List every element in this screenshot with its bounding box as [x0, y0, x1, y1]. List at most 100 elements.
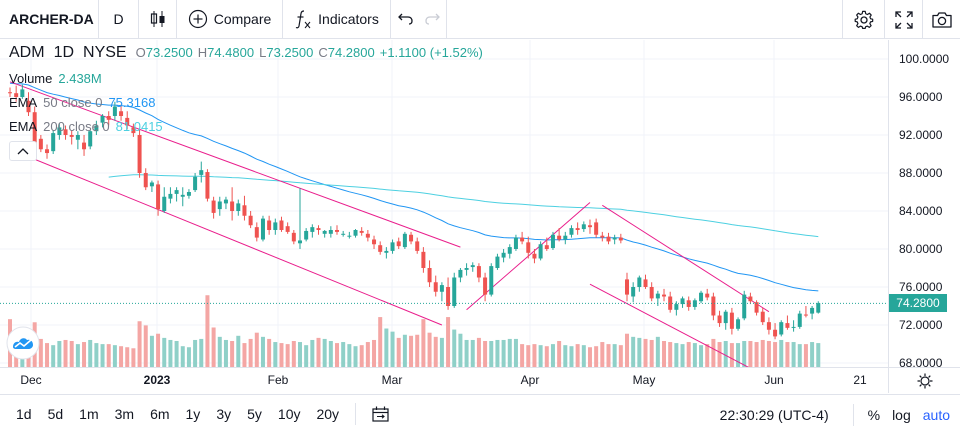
price-tick-label: 96.0000 [899, 90, 943, 104]
price-axis[interactable]: 100.0000 96.0000 92.0000 88.0000 84.0000 80.0… [888, 40, 960, 370]
range-6m[interactable]: 6m [150, 406, 170, 422]
volume-bar [680, 344, 685, 367]
range-3m[interactable]: 3m [114, 406, 135, 422]
volume-bar [119, 346, 124, 367]
legend-volume-row[interactable]: Volume 2.438M [9, 66, 483, 90]
time-tick-label: 21 [853, 373, 867, 387]
candle [242, 195, 247, 221]
symbol-label: ARCHER-DA [9, 11, 94, 27]
volume-bar [433, 336, 438, 367]
range-1d[interactable]: 1d [16, 406, 32, 422]
candle-body [581, 224, 586, 230]
candle [631, 282, 636, 303]
volume-bar [649, 339, 654, 367]
volume-bar [476, 337, 481, 367]
volume-bar [88, 339, 93, 367]
interval-button[interactable]: D [99, 0, 139, 39]
range-5y[interactable]: 5y [247, 406, 262, 422]
candle-body [396, 241, 401, 247]
volume-bar [692, 343, 697, 367]
candle [674, 301, 679, 316]
range-1y[interactable]: 1y [185, 406, 201, 422]
fullscreen-button[interactable] [884, 0, 922, 39]
snapshot-button[interactable] [922, 0, 960, 39]
volume-bar [285, 344, 290, 367]
range-1m[interactable]: 1m [79, 406, 99, 422]
candle-body [242, 205, 247, 216]
candle [699, 290, 704, 304]
candle [137, 129, 142, 178]
range-20y[interactable]: 20y [316, 406, 340, 422]
time-tick-label: 2023 [143, 373, 171, 387]
price-chart[interactable] [0, 40, 888, 367]
volume-bars [8, 295, 821, 367]
undo-icon[interactable] [397, 12, 414, 26]
volume-bar [242, 343, 247, 367]
candle-body [304, 230, 309, 240]
redo-icon[interactable] [424, 12, 440, 26]
candle [106, 111, 111, 126]
indicators-label: Indicators [318, 11, 379, 27]
candle-body [131, 127, 136, 134]
candle-body [279, 220, 284, 230]
volume-bar [180, 346, 185, 367]
candle [297, 188, 302, 249]
candle-body [754, 302, 759, 313]
timezone-clock[interactable]: 22:30:29 (UTC-4) [719, 406, 829, 423]
volume-bar [563, 345, 568, 367]
undo-redo-group [391, 0, 447, 39]
camera-icon [931, 11, 952, 28]
volume-bar [544, 346, 549, 367]
legend-ema200-row[interactable]: EMA 200 close 0 81.0415 [9, 114, 483, 138]
volume-bar [501, 339, 506, 367]
trend-channel-lines[interactable] [9, 81, 770, 367]
volume-bar [587, 347, 592, 367]
candle-body [538, 244, 543, 259]
volume-bar [143, 325, 148, 367]
candle [230, 187, 235, 221]
chart-type-button[interactable] [139, 0, 177, 39]
time-axis[interactable]: Dec 2023 Feb Mar Apr May Jun 21 [0, 367, 888, 393]
symbol-search[interactable]: ARCHER-DA [0, 0, 99, 39]
range-5d[interactable]: 5d [47, 406, 64, 422]
candle [600, 231, 605, 242]
legend-ema50-row[interactable]: EMA 50 close 0 75.3168 [9, 90, 483, 114]
sun-settings-icon [917, 373, 932, 388]
volume-bar [149, 335, 154, 367]
log-toggle[interactable]: log [892, 406, 911, 423]
candle [14, 85, 19, 102]
range-10y[interactable]: 10y [277, 406, 301, 422]
percent-toggle[interactable]: % [867, 406, 881, 423]
auto-toggle[interactable]: auto [922, 406, 950, 423]
candle-body [125, 117, 130, 126]
candle-body [347, 235, 352, 237]
candle [736, 317, 741, 331]
volume-bar [470, 339, 475, 367]
candle-body [686, 300, 691, 307]
axis-settings-button[interactable] [888, 367, 960, 393]
candle [742, 290, 747, 321]
candle-body [193, 176, 198, 191]
candle [353, 229, 358, 238]
candle [544, 237, 549, 251]
date-range-button[interactable] [364, 395, 398, 433]
candle-body [51, 133, 56, 152]
indicators-button[interactable]: Indicators [283, 0, 391, 39]
price-tick-label: 76.0000 [899, 280, 943, 294]
compare-button[interactable]: Compare [177, 0, 283, 39]
settings-button[interactable] [842, 0, 884, 39]
candle [797, 310, 802, 329]
candle-body [631, 287, 636, 297]
candle-body [797, 313, 802, 327]
candle [186, 189, 191, 199]
range-3y[interactable]: 3y [216, 406, 232, 422]
candle-body [439, 285, 444, 292]
legend-symbol[interactable]: ADM [9, 44, 45, 61]
tradingview-logo-icon[interactable] [6, 326, 40, 360]
candle [723, 309, 728, 330]
candle [489, 263, 494, 297]
candle [717, 310, 722, 327]
volume-bar [38, 338, 43, 367]
candle-body [174, 190, 179, 194]
legend-collapse-button[interactable] [9, 141, 37, 161]
